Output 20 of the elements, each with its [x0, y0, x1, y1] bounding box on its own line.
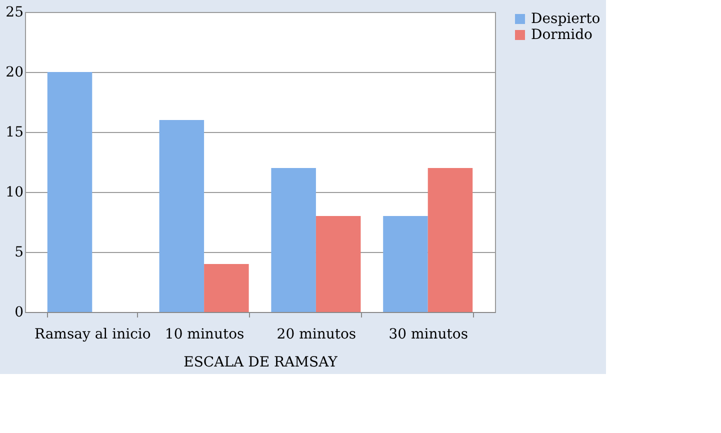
y-tick-label: 10	[6, 184, 24, 200]
x-tick-label: Ramsay al inicio	[34, 326, 151, 342]
x-axis-title: ESCALA DE RAMSAY	[184, 354, 338, 370]
bar	[383, 216, 428, 312]
y-tick-label: 5	[14, 244, 24, 260]
y-tick-label: 25	[6, 4, 24, 20]
x-tick-label: 20 minutos	[276, 326, 356, 342]
bar	[428, 168, 473, 312]
y-tick-label: 20	[6, 64, 24, 80]
legend-label: Dormido	[531, 27, 592, 43]
bar	[316, 216, 361, 312]
bar	[271, 168, 316, 312]
x-tick-label: 10 minutos	[164, 326, 244, 342]
y-tick-label: 0	[14, 304, 24, 320]
x-tick-label: 30 minutos	[388, 326, 468, 342]
bar	[159, 120, 204, 312]
bar	[47, 72, 92, 312]
bar	[204, 264, 249, 312]
y-tick-label: 15	[6, 124, 24, 140]
legend-label: Despierto	[531, 11, 600, 27]
